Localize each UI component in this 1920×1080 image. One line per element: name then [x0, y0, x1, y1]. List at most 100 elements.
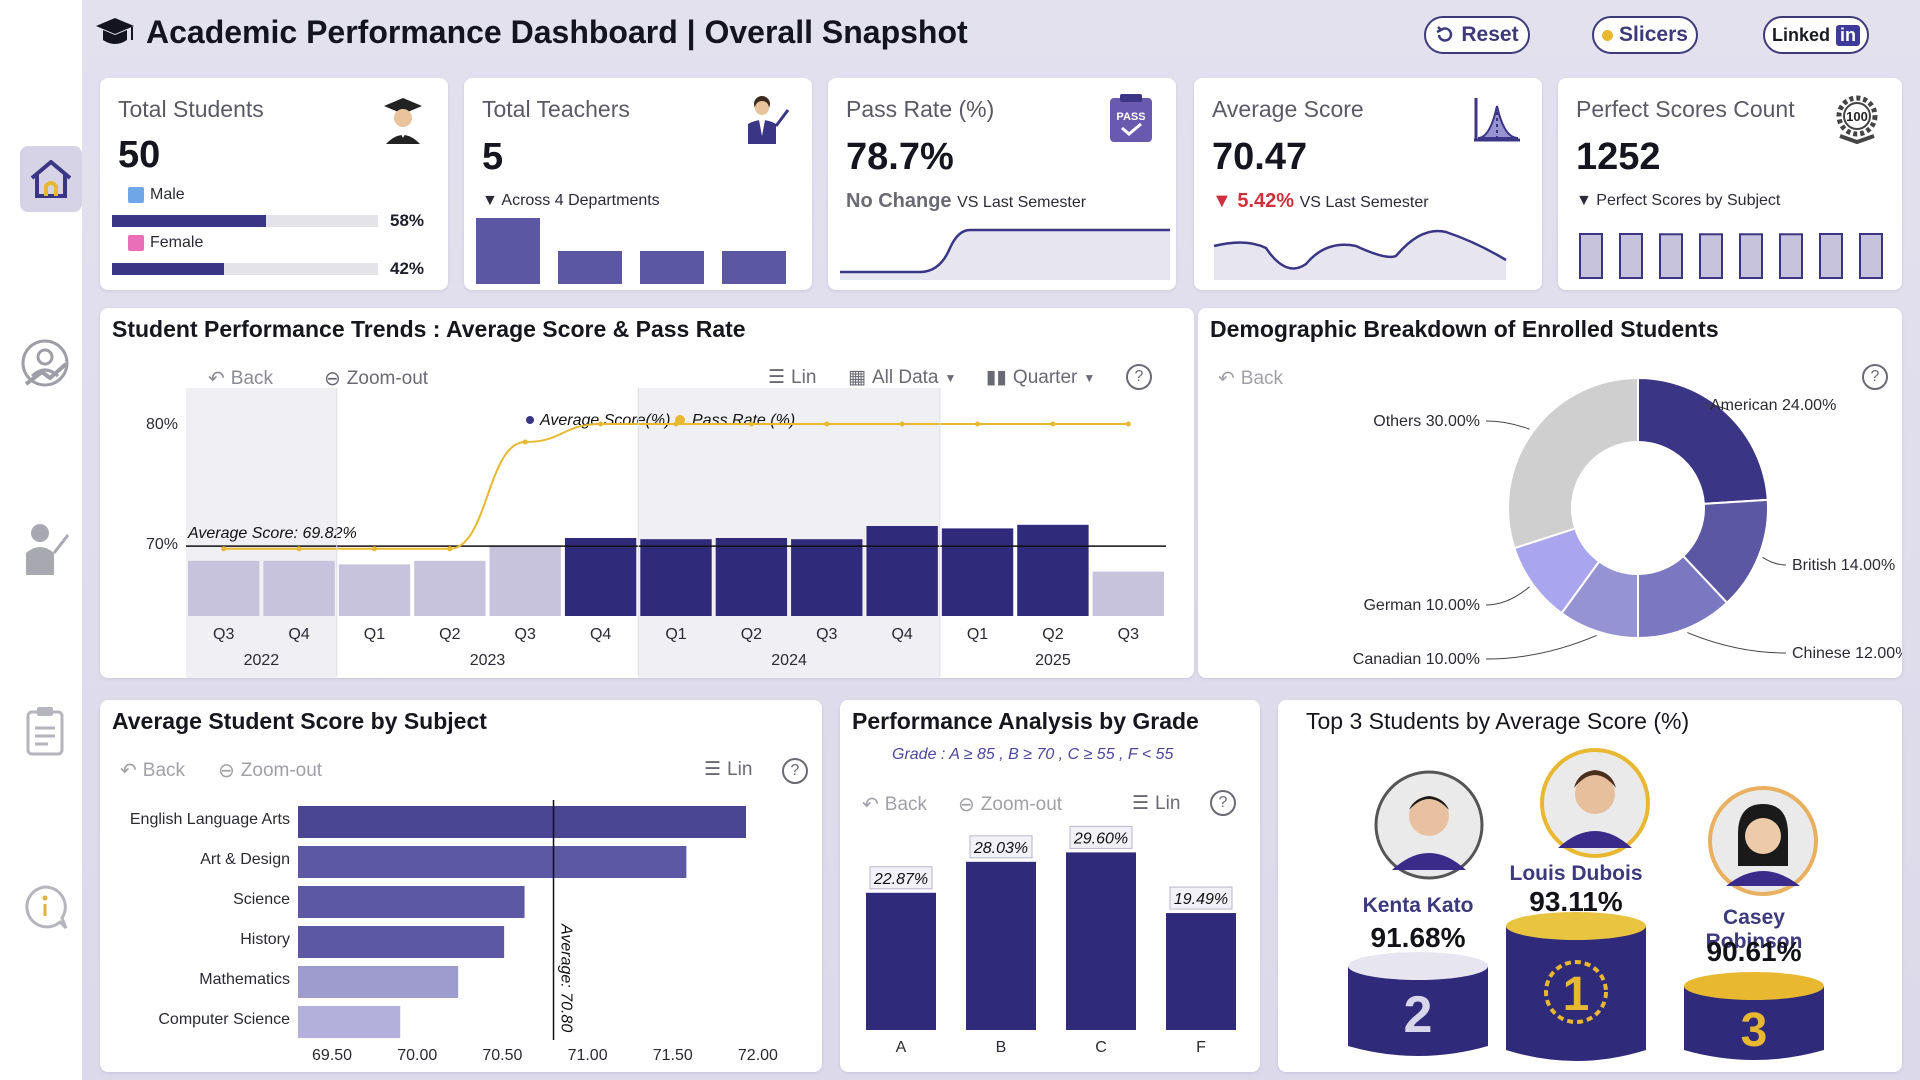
female-icon — [128, 235, 144, 251]
subject-perfect-bar — [1859, 233, 1883, 279]
subject-perfect-bar — [1579, 233, 1603, 279]
subject-bar[interactable] — [298, 886, 525, 918]
sidebar-item-home[interactable] — [20, 146, 82, 212]
donut-slice[interactable] — [1507, 376, 1639, 550]
demographic-back-button[interactable]: ↶ Back — [1218, 366, 1283, 391]
grade-bar[interactable] — [1166, 913, 1236, 1030]
x-quarter-label: Q3 — [1118, 626, 1139, 643]
grade-bar[interactable] — [966, 861, 1036, 1030]
trends-quarter-dropdown[interactable]: ▮▮ Quarter ▼ — [986, 366, 1095, 389]
trends-all-data-dropdown[interactable]: ▦ All Data ▼ — [848, 366, 956, 389]
pass-rate-point[interactable] — [598, 421, 604, 427]
back-label: Back — [1240, 367, 1284, 389]
subject-zoom-out-button[interactable]: ⊖ Zoom-out — [218, 758, 322, 783]
avg-score-bar[interactable] — [263, 560, 335, 616]
pass-rate-point[interactable] — [824, 421, 830, 427]
kpi-label: Total Teachers — [482, 96, 630, 122]
chevron-down-icon: ▼ — [944, 370, 957, 385]
avg-score-bar[interactable] — [188, 560, 260, 616]
teacher-board-icon — [748, 96, 790, 144]
avg-score-bar[interactable] — [564, 538, 637, 616]
sidebar-item-info[interactable] — [14, 876, 76, 938]
subject-bar[interactable] — [298, 926, 505, 958]
pass-rate-point[interactable] — [975, 421, 981, 427]
avatar-louis-dubois — [1540, 748, 1650, 858]
reset-button[interactable]: Reset — [1424, 16, 1530, 54]
kpi-total-students: Total Students 50 Male 58% Female 42% — [100, 78, 448, 290]
donut-slice[interactable] — [1637, 376, 1769, 505]
avg-score-bar[interactable] — [338, 564, 411, 616]
x-year-label: 2024 — [771, 652, 807, 669]
svg-text:PASS: PASS — [1116, 111, 1145, 123]
back-label: Back — [884, 793, 928, 815]
student-growth-icon — [21, 339, 69, 387]
linkedin-button[interactable]: Linked in — [1763, 16, 1869, 54]
donut-leader-line — [1687, 632, 1787, 654]
pass-rate-point[interactable] — [1125, 421, 1131, 427]
back-icon: ↶ — [120, 760, 137, 782]
donut-leader-line — [1762, 556, 1787, 566]
subject-bar[interactable] — [298, 966, 459, 998]
demographic-help-icon[interactable]: ? — [1862, 364, 1888, 390]
grade-lin-button[interactable]: ☰ Lin — [1132, 792, 1180, 815]
calendar-icon: ▦ — [848, 367, 866, 388]
grade-bar[interactable] — [1066, 852, 1136, 1030]
pass-rate-point[interactable] — [748, 421, 754, 427]
avg-score-bar[interactable] — [414, 560, 486, 616]
lin-label: Lin — [1155, 792, 1181, 814]
trends-zoom-out-button[interactable]: ⊖ Zoom-out — [324, 366, 428, 391]
subject-back-button[interactable]: ↶ Back — [120, 758, 185, 783]
avg-score-bar[interactable] — [640, 539, 712, 616]
female-bar-track — [112, 263, 378, 275]
pass-rate-point[interactable] — [522, 439, 528, 445]
panel-title: Top 3 Students by Average Score (%) — [1306, 708, 1690, 734]
student-score: 93.11% — [1529, 886, 1623, 917]
donut-label: German 10.00% — [1363, 597, 1480, 614]
grade-zoom-out-button[interactable]: ⊖ Zoom-out — [958, 792, 1062, 817]
sidebar-item-students[interactable] — [14, 332, 76, 394]
sidebar-item-teachers[interactable] — [14, 518, 76, 580]
male-icon — [128, 187, 144, 203]
demographic-panel: Demographic Breakdown of Enrolled Studen… — [1198, 308, 1902, 678]
trends-back-button[interactable]: ↶ Back — [208, 366, 273, 391]
subject-panel: Average Student Score by Subject ↶ Back … — [100, 700, 822, 1072]
pass-rate-point[interactable] — [447, 546, 453, 552]
grade-value-label: 22.87% — [873, 871, 928, 888]
list-icon: ☰ — [1132, 793, 1150, 814]
subject-lin-button[interactable]: ☰ Lin — [704, 758, 752, 781]
kpi-label: Perfect Scores Count — [1576, 96, 1795, 122]
avg-score-bar[interactable] — [791, 539, 863, 616]
sidebar-item-reports[interactable] — [14, 700, 76, 762]
subject-bar[interactable] — [298, 846, 687, 878]
avg-score-bar[interactable] — [1017, 524, 1089, 616]
avg-score-bar[interactable] — [866, 526, 938, 616]
pass-rate-point[interactable] — [899, 421, 905, 427]
kpi-perfect-scores: Perfect Scores Count 1252 100 ▼ Perfect … — [1558, 78, 1902, 290]
pass-rate-point[interactable] — [673, 421, 679, 427]
trends-help-icon[interactable]: ? — [1126, 364, 1152, 390]
avg-score-bar[interactable] — [1092, 571, 1164, 616]
pass-rate-point[interactable] — [1050, 421, 1056, 427]
pass-rate-point[interactable] — [371, 546, 377, 552]
x-quarter-label: Q4 — [288, 626, 309, 643]
pass-rate-point[interactable] — [296, 546, 302, 552]
trends-lin-button[interactable]: ☰ Lin — [768, 366, 816, 389]
slicers-button[interactable]: Slicers — [1592, 16, 1698, 54]
x-tick-label: 71.50 — [653, 1047, 693, 1064]
avg-score-bar[interactable] — [941, 528, 1014, 616]
x-quarter-label: Q3 — [816, 626, 837, 643]
grade-help-icon[interactable]: ? — [1210, 790, 1236, 816]
pass-change: No Change VS Last Semester — [846, 190, 1086, 213]
subject-perfect-bar — [1659, 233, 1683, 279]
grade-back-button[interactable]: ↶ Back — [862, 792, 927, 817]
subject-help-icon[interactable]: ? — [782, 758, 808, 784]
avg-score-bar[interactable] — [715, 538, 788, 616]
avg-change: ▼ 5.42% VS Last Semester — [1212, 190, 1429, 213]
grade-bar[interactable] — [866, 892, 936, 1030]
avg-score-bar[interactable] — [489, 545, 561, 616]
subject-bar[interactable] — [298, 806, 747, 838]
zoom-out-label: Zoom-out — [980, 793, 1063, 815]
pass-rate-point[interactable] — [221, 546, 227, 552]
subject-bar[interactable] — [298, 1006, 401, 1038]
male-bar-fill — [112, 215, 267, 227]
